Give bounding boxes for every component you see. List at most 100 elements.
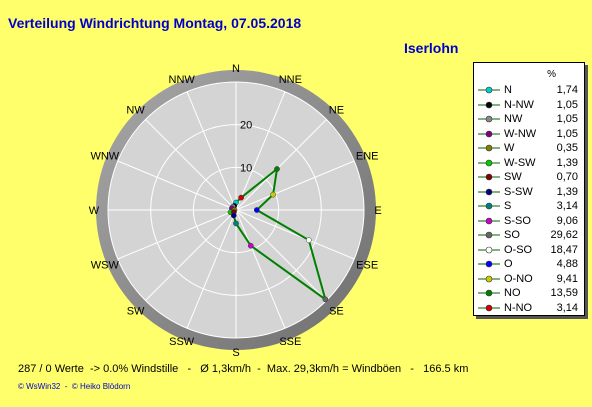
- direction-label: S: [232, 347, 239, 359]
- data-point: [253, 207, 260, 213]
- legend-value: 9,41: [556, 272, 578, 285]
- legend-swatch: [478, 101, 500, 108]
- legend-value: 18,47: [550, 243, 578, 256]
- data-point: [274, 166, 280, 172]
- legend-value: 1,05: [556, 98, 578, 111]
- footer-credit: © WsWin32 - © Heiko Blödorn: [18, 382, 131, 391]
- legend-swatch: [478, 275, 500, 282]
- direction-label: ENE: [356, 151, 379, 163]
- legend-item: N 1,74: [474, 83, 584, 99]
- legend-label: W-SW: [504, 156, 536, 169]
- radius-labels: 10 20: [240, 120, 252, 175]
- direction-label: WSW: [91, 259, 120, 271]
- grid-spoke: [186, 209, 237, 329]
- legend-value: 1,39: [556, 156, 578, 169]
- legend-swatch: [478, 144, 500, 152]
- legend-swatch: [478, 159, 500, 166]
- legend-label: S-SW: [504, 185, 533, 198]
- legend-swatch: [478, 246, 500, 253]
- station-name: Iserlohn: [404, 40, 459, 56]
- legend-item: NW 1,05: [474, 112, 584, 128]
- direction-label: NW: [126, 105, 145, 117]
- legend-swatch: [478, 304, 500, 311]
- legend-item: S-SW 1,39: [474, 185, 584, 201]
- legend-label: W-NW: [504, 127, 537, 140]
- legend-item: SO 29,62: [474, 228, 584, 244]
- direction-label: SSW: [169, 336, 195, 348]
- legend-label: O: [504, 258, 513, 270]
- direction-label: W: [89, 205, 100, 217]
- direction-label: NNE: [279, 74, 302, 86]
- legend-label: S-SO: [504, 214, 531, 227]
- direction-label: NNW: [169, 74, 196, 86]
- grid-spoke: [145, 119, 237, 211]
- legend-label: O-NO: [504, 272, 533, 285]
- legend-item: N-NW 1,05: [474, 98, 584, 114]
- legend-label: S: [504, 200, 512, 212]
- legend-label: N-NW: [504, 98, 534, 111]
- legend-value: 3,14: [556, 301, 578, 314]
- grid-spoke: [235, 91, 286, 211]
- legend-header: %: [547, 69, 556, 80]
- radius-label: 10: [240, 162, 252, 174]
- data-point: [322, 296, 329, 303]
- direction-label: SSE: [279, 336, 301, 348]
- legend-item: N-NO 3,14: [474, 301, 584, 317]
- legend-item: O-SO 18,47: [474, 243, 584, 259]
- chart-title: Verteilung Windrichtung Montag, 07.05.20…: [8, 15, 302, 31]
- legend-label: N: [504, 84, 512, 96]
- grid-spoke: [235, 209, 355, 260]
- data-point: [247, 242, 254, 249]
- legend-value: 0,35: [556, 142, 578, 154]
- direction-label: SE: [329, 305, 344, 317]
- legend-label: W: [504, 142, 515, 154]
- legend-swatch: [478, 231, 500, 239]
- grid-spoke: [145, 209, 237, 301]
- legend-swatch: [478, 289, 500, 297]
- data-point: [230, 212, 237, 219]
- direction-label: ESE: [356, 259, 378, 271]
- legend-label: NW: [504, 113, 523, 125]
- legend-item: O 4,88: [474, 257, 584, 273]
- legend-value: 13,59: [550, 287, 578, 299]
- legend-label: O-SO: [504, 243, 533, 256]
- legend-swatch: [478, 86, 500, 94]
- direction-label: E: [374, 205, 381, 217]
- legend-swatch: [478, 115, 500, 123]
- legend-item: W 0,35: [474, 141, 584, 157]
- radius-label: 20: [240, 120, 252, 132]
- legend-item: NO 13,59: [474, 286, 584, 302]
- grid-lines: [107, 81, 365, 339]
- data-point: [305, 237, 312, 244]
- legend-value: 4,88: [556, 258, 578, 270]
- legend-item: S 3,14: [474, 199, 584, 215]
- legend-swatch: [478, 188, 500, 195]
- legend-item: O-NO 9,41: [474, 272, 584, 288]
- data-point: [233, 220, 239, 227]
- legend-value: 3,14: [556, 200, 578, 212]
- grid-spoke: [117, 209, 237, 260]
- grid-spoke: [117, 160, 237, 211]
- legend-value: 9,06: [556, 214, 578, 227]
- grid-spoke: [235, 209, 327, 301]
- legend-item: S-SO 9,06: [474, 214, 584, 230]
- data-point: [238, 194, 244, 201]
- direction-labels: N NNE NE ENE E ESE SE SSE S SSW SW WSW W WNW NW NNW: [89, 63, 382, 359]
- legend-swatch: [478, 130, 500, 137]
- wind-series: [227, 166, 329, 303]
- legend-label: N-NO: [504, 301, 533, 314]
- direction-label: N: [232, 63, 240, 75]
- legend-value: 1,05: [556, 113, 578, 125]
- legend-value: 29,62: [550, 229, 578, 241]
- legend-label: NO: [504, 287, 521, 299]
- legend-swatch: [478, 202, 500, 210]
- grid-spoke: [235, 160, 355, 211]
- legend-item: W-SW 1,39: [474, 156, 584, 172]
- legend-swatch: [478, 173, 500, 181]
- legend-value: 0,70: [556, 171, 578, 183]
- legend-label: SW: [504, 171, 522, 183]
- footer-stats: 287 / 0 Werte -> 0.0% Windstille - Ø 1,3…: [18, 363, 469, 375]
- grid-spoke: [235, 119, 327, 211]
